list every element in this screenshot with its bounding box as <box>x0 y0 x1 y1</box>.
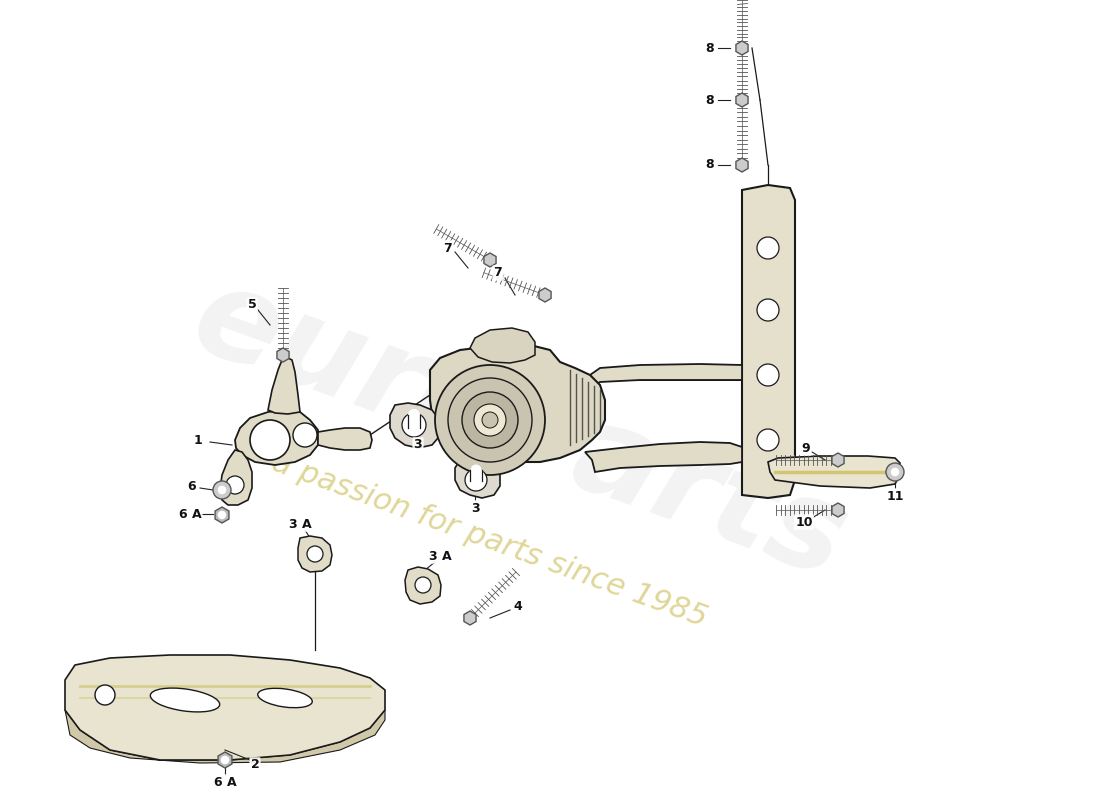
Polygon shape <box>408 415 420 428</box>
Polygon shape <box>768 456 900 488</box>
Circle shape <box>886 463 904 481</box>
Text: 8: 8 <box>706 94 714 106</box>
Circle shape <box>219 486 225 494</box>
Circle shape <box>293 423 317 447</box>
Text: 3: 3 <box>471 502 480 514</box>
Polygon shape <box>268 358 300 414</box>
Text: 3: 3 <box>414 438 422 451</box>
Polygon shape <box>220 450 252 505</box>
Circle shape <box>465 469 487 491</box>
Ellipse shape <box>151 688 220 712</box>
Circle shape <box>757 299 779 321</box>
Polygon shape <box>484 253 496 267</box>
Circle shape <box>307 546 323 562</box>
Ellipse shape <box>257 688 312 708</box>
Polygon shape <box>736 93 748 107</box>
Text: 6 A: 6 A <box>213 775 236 789</box>
Text: 7: 7 <box>443 242 452 254</box>
Text: 5: 5 <box>248 298 256 311</box>
Text: 10: 10 <box>795 515 813 529</box>
Circle shape <box>402 413 426 437</box>
Polygon shape <box>405 567 441 604</box>
Circle shape <box>757 429 779 451</box>
Polygon shape <box>65 710 385 763</box>
Polygon shape <box>464 611 476 625</box>
Text: 11: 11 <box>887 490 904 502</box>
Circle shape <box>471 465 482 475</box>
Text: 2: 2 <box>251 758 260 771</box>
Polygon shape <box>736 41 748 55</box>
Polygon shape <box>470 328 535 363</box>
Circle shape <box>891 468 899 475</box>
Polygon shape <box>390 403 440 448</box>
Text: a passion for parts since 1985: a passion for parts since 1985 <box>268 447 712 633</box>
Text: 9: 9 <box>802 442 811 454</box>
Polygon shape <box>430 345 605 462</box>
Text: 4: 4 <box>514 599 522 613</box>
Text: 3 A: 3 A <box>288 518 311 530</box>
Polygon shape <box>218 752 232 768</box>
Polygon shape <box>318 428 372 450</box>
Circle shape <box>415 577 431 593</box>
Circle shape <box>757 364 779 386</box>
Polygon shape <box>65 655 385 760</box>
Polygon shape <box>539 288 551 302</box>
Text: euroParts: euroParts <box>177 256 862 604</box>
Circle shape <box>250 420 290 460</box>
Text: 3 A: 3 A <box>429 550 451 562</box>
Polygon shape <box>470 470 482 481</box>
Text: 8: 8 <box>706 158 714 171</box>
Text: 1: 1 <box>194 434 202 446</box>
Polygon shape <box>298 536 332 572</box>
Polygon shape <box>832 503 844 517</box>
Circle shape <box>221 757 229 763</box>
Circle shape <box>226 476 244 494</box>
Circle shape <box>95 685 116 705</box>
Polygon shape <box>590 364 742 388</box>
Circle shape <box>219 511 225 518</box>
Polygon shape <box>585 442 742 472</box>
Text: 8: 8 <box>706 42 714 54</box>
Polygon shape <box>277 348 289 362</box>
Circle shape <box>448 378 532 462</box>
Circle shape <box>757 237 779 259</box>
Polygon shape <box>455 459 500 498</box>
Text: 6: 6 <box>188 479 196 493</box>
Polygon shape <box>832 453 844 467</box>
Circle shape <box>462 392 518 448</box>
Polygon shape <box>235 410 318 465</box>
Polygon shape <box>216 507 229 523</box>
Polygon shape <box>736 158 748 172</box>
Polygon shape <box>742 185 795 498</box>
Circle shape <box>434 365 544 475</box>
Text: 7: 7 <box>494 266 503 279</box>
Circle shape <box>482 412 498 428</box>
Circle shape <box>408 409 420 421</box>
Circle shape <box>213 481 231 499</box>
Text: 6 A: 6 A <box>178 507 201 521</box>
Circle shape <box>474 404 506 436</box>
